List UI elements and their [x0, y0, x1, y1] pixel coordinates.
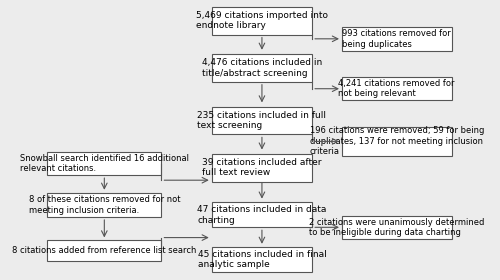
Text: 45 citations included in final
analytic sample: 45 citations included in final analytic … [198, 249, 326, 269]
Text: 4,241 citations removed for
not being relevant: 4,241 citations removed for not being re… [338, 79, 455, 98]
Text: 8 of these citations removed for not
meeting inclusion criteria.: 8 of these citations removed for not mee… [28, 195, 180, 215]
Text: 8 citations added from reference list search: 8 citations added from reference list se… [12, 246, 196, 255]
Text: 4,476 citations included in
title/abstract screening: 4,476 citations included in title/abstra… [202, 58, 322, 78]
FancyBboxPatch shape [47, 193, 162, 217]
FancyBboxPatch shape [212, 54, 312, 82]
Text: 47 citations included in data
charting: 47 citations included in data charting [197, 205, 326, 225]
FancyBboxPatch shape [212, 247, 312, 272]
Text: 235 citations included in full
text screening: 235 citations included in full text scre… [198, 111, 326, 130]
FancyBboxPatch shape [342, 216, 452, 239]
Text: Snowball search identified 16 additional
relevant citations.: Snowball search identified 16 additional… [20, 154, 189, 173]
FancyBboxPatch shape [47, 152, 162, 175]
Text: 196 citations were removed; 59 for being
duplicates, 137 for not meeting inclusi: 196 citations were removed; 59 for being… [310, 127, 484, 156]
Text: 2 citations were unanimously determined
to be ineligible during data charting: 2 citations were unanimously determined … [309, 218, 484, 237]
FancyBboxPatch shape [212, 154, 312, 182]
Text: 5,469 citations imported into
endnote library: 5,469 citations imported into endnote li… [196, 11, 328, 31]
FancyBboxPatch shape [212, 202, 312, 227]
FancyBboxPatch shape [47, 241, 162, 261]
Text: 39 citations included after
full text review: 39 citations included after full text re… [202, 158, 322, 178]
Text: 993 citations removed for
being duplicates: 993 citations removed for being duplicat… [342, 29, 451, 48]
FancyBboxPatch shape [212, 107, 312, 134]
FancyBboxPatch shape [342, 27, 452, 51]
FancyBboxPatch shape [342, 77, 452, 101]
FancyBboxPatch shape [342, 127, 452, 156]
FancyBboxPatch shape [212, 7, 312, 35]
